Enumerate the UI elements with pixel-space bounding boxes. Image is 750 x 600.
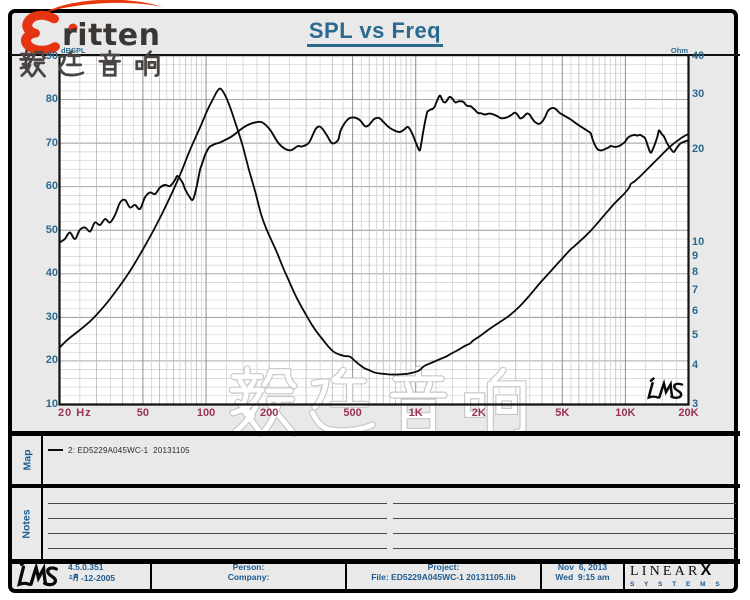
divider-notes-top — [10, 483, 740, 488]
y-left-tick-label: 30 — [45, 310, 58, 323]
y-left-tick-label: 20 — [45, 354, 58, 367]
notes-ruled-line — [48, 517, 387, 519]
y-left-tick-label: 70 — [45, 136, 58, 149]
brand-logo-icon — [21, 0, 163, 55]
y-right-tick-label: 40 — [692, 49, 705, 62]
chart-title-text: SPL vs Freq — [306, 18, 444, 47]
y-right-tick-label: 10 — [692, 236, 705, 248]
x-tick-label: 2K — [471, 407, 486, 419]
person-label: Person: — [232, 562, 265, 572]
y-right-tick-label: 4 — [692, 359, 699, 372]
y-right-tick-label: 7 — [692, 284, 699, 296]
notes-ruled-line — [393, 532, 736, 534]
divider-map-top — [10, 431, 740, 436]
impedance-curve — [58, 87, 689, 376]
x-tick-label: 100 — [196, 407, 216, 419]
y-right-tick-label: 30 — [692, 88, 705, 101]
file-label: File: ED5229A045WC-1 20131105.lib — [371, 571, 516, 582]
brand-dot — [68, 23, 78, 33]
linearx-x: X — [700, 562, 712, 579]
x-tick-label: 200 — [259, 407, 279, 419]
time-label: Wed 9:15 am — [555, 571, 610, 582]
y-left-tick-label: 80 — [45, 93, 58, 106]
y-right-tick-label: 9 — [692, 250, 699, 263]
lms-footer-logo-icon — [17, 560, 59, 587]
footer-date-cell: Nov 6, 2013 Wed 9:15 am — [542, 562, 623, 587]
linearx-text: LINEAR — [630, 564, 701, 579]
brand-crescent — [21, 10, 60, 55]
notes-ruled-line — [393, 547, 736, 549]
notes-ruled-line — [48, 502, 387, 504]
header-separator — [10, 53, 740, 56]
y-axis-right-unit: Ohm — [670, 45, 688, 55]
y-left-tick-label: 40 — [45, 267, 58, 280]
linearx-wordmark: LINEARX — [630, 562, 736, 580]
x-tick-label: 20K — [678, 407, 699, 419]
map-label-text: Map — [21, 449, 33, 470]
footer-divider-3 — [540, 561, 542, 589]
footer-version-block: 4.5.0.351 -12-2005 — [68, 562, 115, 584]
brand-cn-strokes — [19, 49, 160, 78]
plot-frame — [58, 56, 690, 406]
chart-title: SPL vs Freq — [0, 18, 750, 47]
y-left-tick-label: 10 — [45, 398, 58, 410]
notes-ruled-line — [48, 547, 387, 549]
map-strip-label: Map — [12, 436, 42, 483]
project-label: Project: — [427, 562, 460, 572]
y-right-tick-label: 6 — [692, 304, 699, 317]
notes-strip-vline — [41, 488, 43, 559]
x-tick-label: 50 — [136, 407, 150, 419]
plot-grid — [59, 55, 689, 405]
footer-divider-1 — [150, 561, 152, 589]
notes-ruled-line — [393, 517, 736, 519]
footer-divider-2 — [345, 561, 347, 589]
curves-layer — [58, 56, 690, 406]
x-tick-label: 500 — [343, 407, 362, 419]
notes-label-text: Notes — [21, 508, 33, 539]
version-date-suffix: -12-2005 — [81, 572, 116, 583]
y-right-tick-label: 20 — [692, 142, 705, 155]
notes-ruled-line — [48, 532, 387, 534]
date-label: Nov 6, 2013 — [557, 562, 608, 572]
divider-footer-top — [10, 559, 740, 564]
y-right-tick-label: 8 — [692, 266, 699, 279]
notes-strip-label: Notes — [12, 488, 42, 559]
software-version-date: -12-2005 — [68, 573, 115, 584]
x-tick-label: 1K — [408, 407, 423, 419]
footer-project-cell: Project: File: ED5229A045WC-1 20131105.l… — [347, 562, 540, 587]
y-right-tick-label: 3 — [692, 398, 699, 410]
legend-item: 2: ED5229A045WC-1 20131105 — [48, 444, 190, 456]
legend-line-swatch — [48, 449, 63, 451]
y-left-tick-label: 60 — [45, 180, 58, 193]
y-left-tick-label: 90 — [45, 49, 58, 62]
spl-curve — [58, 94, 689, 244]
brand-arc-swoosh — [44, 0, 163, 13]
y-right-tick-label: 5 — [692, 329, 699, 342]
y-left-tick-label: 50 — [45, 223, 58, 236]
company-label: Company: — [227, 571, 270, 582]
notes-ruled-line — [393, 502, 736, 504]
x-tick-label: 20 Hz — [58, 407, 92, 419]
software-version: 4.5.0.351 — [68, 562, 104, 572]
x-tick-label: 5K — [555, 407, 570, 419]
x-tick-label: 10K — [615, 407, 636, 419]
legend-label: 2: ED5229A045WC-1 20131105 — [68, 445, 190, 455]
linearx-logo: LINEARX S Y S T E M S — [630, 562, 736, 588]
footer-person-cell: Person: Company: — [152, 562, 345, 587]
y-axis-left-unit: dBSPL — [61, 45, 86, 55]
map-strip-vline — [41, 435, 43, 484]
brand-text: ritten — [62, 18, 161, 53]
footer-divider-4 — [623, 561, 625, 589]
